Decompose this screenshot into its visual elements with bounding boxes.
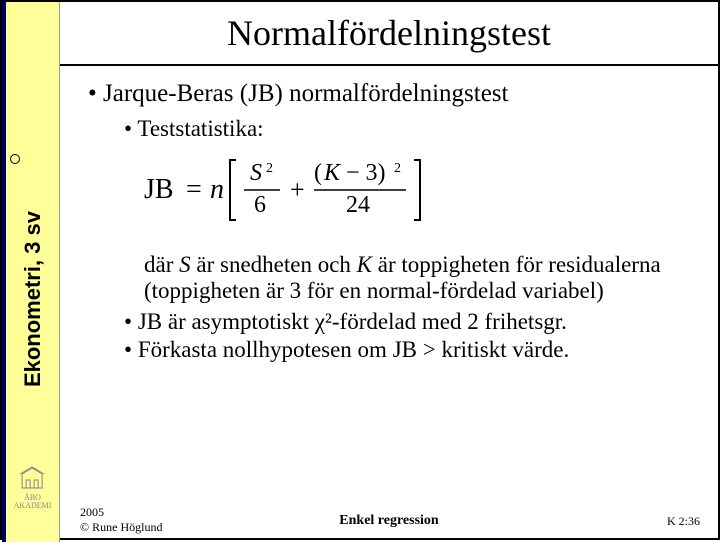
page-title: Normalfördelningstest: [227, 12, 551, 54]
svg-text:K: K: [323, 160, 342, 186]
logo-icon: [17, 466, 49, 492]
bullet-circle-icon: [10, 154, 20, 164]
footer: 2005 © Rune Höglund Enkel regression K 2…: [60, 504, 718, 538]
course-label: Ekonometri, 3 sv: [20, 211, 46, 387]
asym-text: JB är asymptotiskt χ²-fördelad med 2 fri…: [138, 309, 567, 334]
svg-text:=: =: [186, 174, 202, 205]
svg-text:− 3): − 3): [346, 160, 386, 186]
footer-right: K 2:36: [667, 514, 700, 529]
explain-mid: är snedheten och: [191, 252, 357, 277]
reject-text: Förkasta nollhypotesen om JB > kritiskt …: [138, 337, 569, 362]
reject-line: • Förkasta nollhypotesen om JB > kritisk…: [124, 337, 690, 363]
explain-pre: där: [144, 252, 179, 277]
explanation: där S är snedheten och K är toppigheten …: [144, 252, 690, 305]
stat-label-text: Teststatistika:: [137, 116, 263, 141]
formula: JB = n S 2 6 + ( K − 3) 2 24: [144, 154, 690, 228]
footer-left: 2005 © Rune Höglund: [80, 505, 162, 534]
svg-text:2: 2: [394, 161, 401, 176]
stat-label: • Teststatistika:: [124, 116, 690, 142]
university-name: ÅBO AKADEMI: [14, 493, 52, 510]
footer-year: 2005: [80, 505, 104, 519]
footer-copyright: © Rune Höglund: [80, 520, 162, 534]
formula-svg: JB = n S 2 6 + ( K − 3) 2 24: [144, 154, 464, 228]
svg-text:2: 2: [266, 161, 273, 176]
heading-text: Jarque-Beras (JB) normalfördelningstest: [103, 80, 508, 107]
svg-text:S: S: [250, 160, 262, 186]
svg-text:(: (: [314, 160, 322, 186]
footer-center: Enkel regression: [339, 513, 438, 529]
svg-text:+: +: [290, 175, 305, 204]
heading-l1: • Jarque-Beras (JB) normalfördelningstes…: [88, 80, 690, 108]
content-area: • Jarque-Beras (JB) normalfördelningstes…: [60, 66, 718, 504]
svg-text:n: n: [210, 174, 224, 205]
explain-k: K: [357, 252, 372, 277]
svg-text:JB: JB: [144, 174, 174, 205]
svg-text:6: 6: [254, 192, 266, 218]
svg-text:24: 24: [346, 192, 370, 218]
title-band: Normalfördelningstest: [60, 2, 718, 66]
explain-s: S: [179, 252, 191, 277]
asymptotic-line: • JB är asymptotiskt χ²-fördelad med 2 f…: [124, 309, 690, 335]
university-logo: ÅBO AKADEMI: [14, 466, 52, 510]
sidebar: Ekonometri, 3 sv ÅBO AKADEMI: [2, 2, 60, 542]
